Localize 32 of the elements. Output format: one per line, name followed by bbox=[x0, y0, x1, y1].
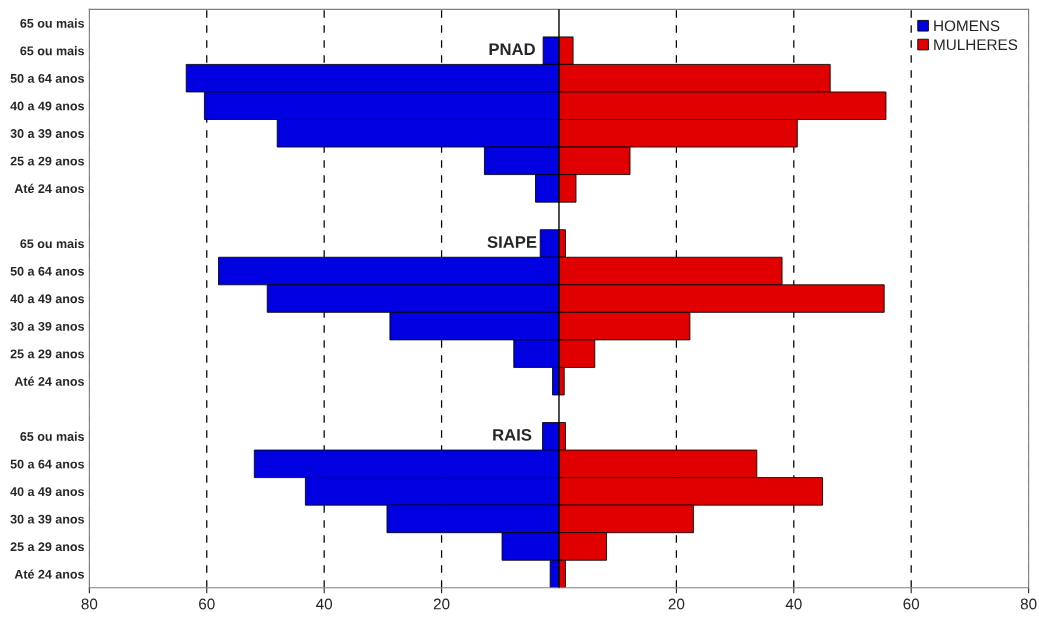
y-tick-label: Até 24 anos bbox=[14, 376, 84, 386]
y-tick-label: 50 a 64 anos bbox=[10, 266, 84, 276]
annotation: PNAD bbox=[489, 43, 535, 55]
y-tick-label: 65 ou mais bbox=[20, 46, 84, 56]
y-tick-label: 25 a 29 anos bbox=[10, 349, 84, 359]
y-tick-label: 65 ou mais bbox=[20, 431, 84, 441]
x-tick-label: 40 bbox=[785, 598, 802, 610]
y-tick-label: 40 a 49 anos bbox=[10, 487, 84, 497]
y-tick-label: 30 a 39 anos bbox=[10, 129, 84, 138]
annotation: SIAPE bbox=[487, 236, 537, 248]
annotation: RAIS bbox=[493, 428, 532, 441]
y-tick-label: Até 24 anos bbox=[14, 183, 84, 194]
y-tick-label: 30 a 39 anos bbox=[10, 514, 84, 524]
x-tick-label: 60 bbox=[199, 598, 215, 610]
y-tick-label: 25 a 29 anos bbox=[10, 542, 84, 552]
y-tick-label: 65 ou mais bbox=[20, 18, 84, 28]
x-tick-label: 20 bbox=[433, 598, 450, 610]
x-tick-label: 60 bbox=[903, 598, 920, 610]
y-tick-label: 30 a 39 anos bbox=[10, 321, 84, 331]
x-tick-label: 40 bbox=[316, 598, 333, 610]
y-tick-label: Até 24 anos bbox=[14, 569, 84, 579]
y-tick-label: 65 ou mais bbox=[20, 238, 84, 249]
y-tick-label: 50 a 64 anos bbox=[10, 459, 84, 469]
legend-label: MULHERES bbox=[934, 39, 1018, 51]
y-tick-label: 40 a 49 anos bbox=[10, 101, 84, 111]
x-tick-label: 20 bbox=[668, 598, 685, 610]
y-tick-label: 50 a 64 anos bbox=[10, 74, 84, 83]
y-tick-label: 25 a 29 anos bbox=[10, 156, 84, 166]
x-tick-label: 80 bbox=[1020, 598, 1037, 610]
legend-label: HOMENS bbox=[934, 20, 1000, 32]
x-tick-label: 80 bbox=[81, 598, 98, 610]
y-tick-label: 40 a 49 anos bbox=[10, 294, 84, 304]
